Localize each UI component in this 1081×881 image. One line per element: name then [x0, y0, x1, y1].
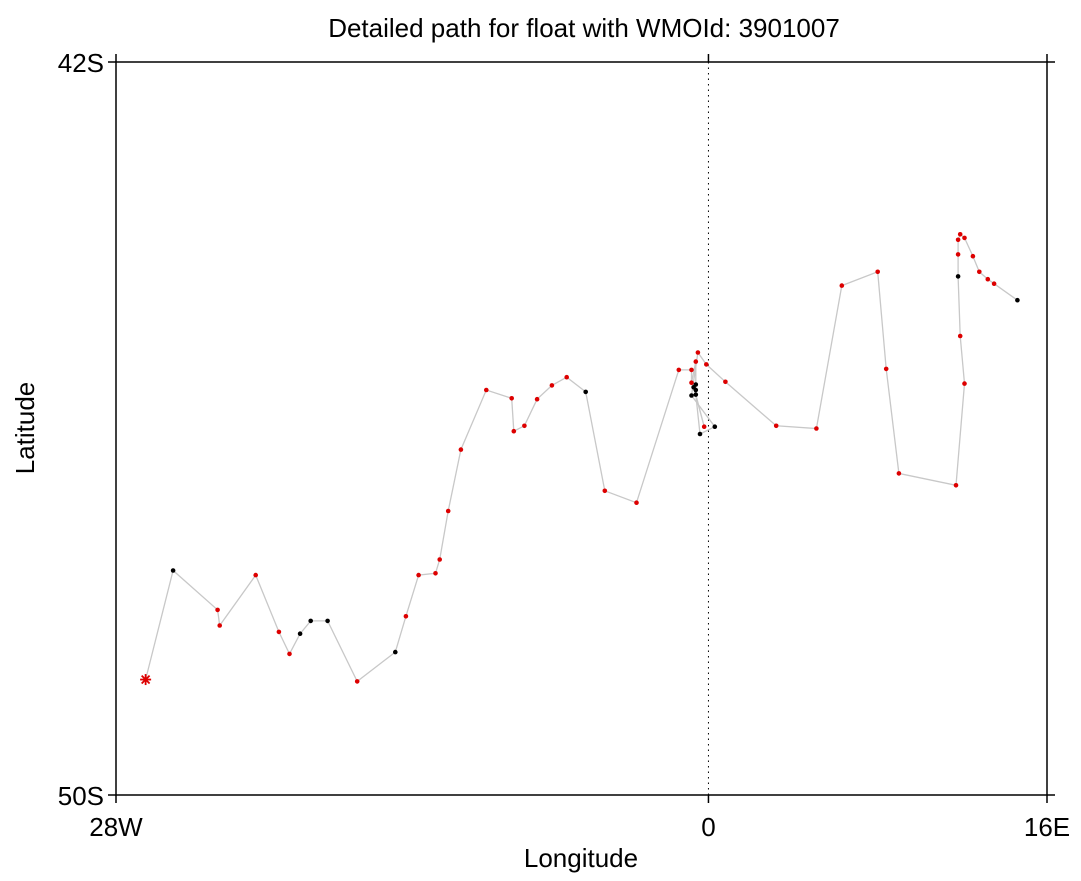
data-point: [308, 618, 314, 624]
data-point: [955, 252, 961, 257]
data-point: [896, 471, 902, 476]
data-point: [170, 568, 176, 573]
data-point: [325, 618, 330, 624]
data-point: [484, 387, 489, 393]
x-tick-label: 16E: [1024, 812, 1070, 842]
data-point: [215, 607, 220, 613]
x-tick-label: 0: [701, 812, 715, 842]
data-point: [511, 428, 517, 434]
axis-ticks: 28W 0 16E 42S 50S: [58, 48, 1070, 842]
data-point: [957, 232, 963, 237]
data-point: [723, 379, 728, 385]
data-point: [701, 424, 707, 430]
data-point: [985, 276, 991, 282]
data-point: [693, 359, 699, 364]
data-point: [712, 424, 718, 430]
data-point: [217, 623, 222, 628]
data-point: [437, 557, 443, 562]
data-point: [433, 571, 438, 576]
data-point: [689, 367, 694, 373]
data-point: [970, 253, 976, 259]
data-point: [509, 396, 514, 401]
data-point: [991, 281, 997, 287]
y-tick-label: 42S: [58, 48, 104, 78]
x-axis-label: Longitude: [524, 843, 638, 873]
data-point: [839, 283, 845, 288]
data-point: [549, 383, 555, 388]
float-path-line: [144, 233, 1018, 683]
data-point: [458, 447, 464, 452]
data-point: [287, 651, 292, 657]
start-marker-stroke: [141, 674, 151, 685]
data-point: [689, 380, 694, 386]
data-point: [962, 235, 967, 241]
data-point: [693, 392, 699, 397]
data-point: [814, 426, 819, 431]
data-point: [445, 508, 451, 514]
x-tick-label: 28W: [89, 812, 143, 842]
data-point: [957, 333, 963, 339]
data-point: [704, 362, 709, 367]
data-point: [773, 423, 779, 429]
data-point: [253, 572, 258, 578]
data-point: [393, 649, 398, 655]
data-point: [1015, 297, 1020, 303]
data-point: [297, 631, 303, 636]
data-point: [689, 393, 694, 398]
data-point: [602, 488, 608, 494]
data-point: [403, 614, 409, 619]
data-point: [276, 629, 282, 635]
data-point: [634, 500, 639, 506]
data-point: [955, 237, 961, 243]
plot-area: 28W 0 16E 42S 50S: [58, 48, 1070, 842]
data-point: [691, 385, 696, 390]
data-point: [564, 374, 569, 380]
float-positions: [170, 232, 1020, 684]
data-point: [875, 269, 880, 275]
y-axis-label: Latitude: [10, 382, 40, 475]
start-position-marker: [140, 674, 152, 686]
data-point: [955, 274, 961, 279]
data-point: [676, 367, 682, 373]
data-point: [962, 381, 967, 386]
data-point: [977, 269, 982, 275]
data-point: [416, 572, 421, 578]
data-point: [522, 423, 527, 429]
data-point: [695, 350, 701, 355]
data-point: [883, 366, 889, 372]
data-point: [953, 483, 959, 488]
data-point: [583, 389, 588, 395]
plot-frame: [115, 61, 1048, 796]
data-point: [697, 431, 703, 437]
y-tick-label: 50S: [58, 781, 104, 811]
chart-title: Detailed path for float with WMOId: 3901…: [328, 13, 840, 43]
data-point: [354, 679, 360, 684]
data-point: [534, 396, 540, 402]
